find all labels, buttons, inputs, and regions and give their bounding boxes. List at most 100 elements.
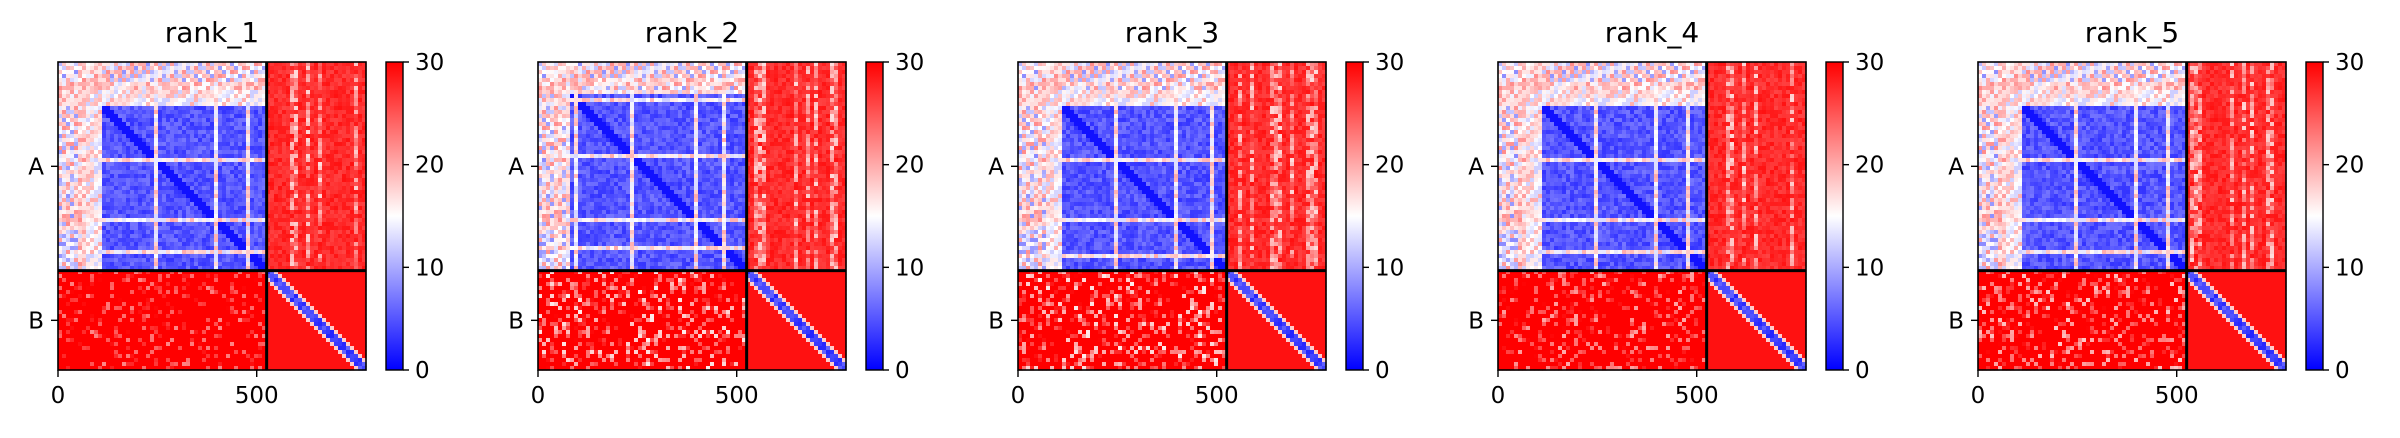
heatmap-cell — [270, 62, 275, 67]
heatmap-cell — [210, 130, 215, 135]
heatmap-cell — [114, 210, 119, 215]
heatmap-cell — [346, 258, 351, 263]
heatmap-cell — [330, 110, 335, 115]
heatmap-cell — [322, 90, 327, 95]
heatmap-cell — [334, 134, 339, 139]
heatmap-cell — [186, 246, 191, 251]
heatmap-cell — [222, 178, 227, 183]
heatmap-cell — [310, 198, 315, 203]
heatmap-cell — [254, 170, 259, 175]
heatmap-cell — [358, 302, 363, 307]
heatmap-cell — [258, 74, 263, 79]
heatmap-cell — [110, 186, 115, 191]
heatmap-cell — [214, 194, 219, 199]
heatmap-cell — [250, 306, 255, 311]
heatmap-cell — [294, 74, 299, 79]
heatmap-cell — [62, 138, 67, 143]
heatmap-cell — [166, 234, 171, 239]
heatmap-cell — [118, 86, 123, 91]
heatmap-cell — [330, 82, 335, 87]
heatmap-cell — [234, 126, 239, 131]
heatmap-cell — [58, 114, 63, 119]
heatmap-cell — [270, 74, 275, 79]
heatmap-cell — [90, 202, 95, 207]
heatmap-cell — [322, 122, 327, 127]
heatmap-cell — [194, 254, 199, 259]
heatmap-cell — [322, 278, 327, 283]
heatmap-cell — [190, 294, 195, 299]
heatmap-cell — [94, 154, 99, 159]
heatmap-cell — [62, 290, 67, 295]
heatmap-cell — [182, 274, 187, 279]
heatmap-cell — [330, 134, 335, 139]
heatmap-cell — [310, 250, 315, 255]
heatmap-cell — [90, 78, 95, 83]
heatmap-cell — [74, 234, 79, 239]
heatmap-cell — [98, 114, 103, 119]
heatmap-cell — [178, 74, 183, 79]
heatmap-cell — [62, 82, 67, 87]
heatmap-cell — [218, 190, 223, 195]
heatmap-cell — [346, 182, 351, 187]
heatmap-cell — [102, 206, 107, 211]
heatmap-cell — [318, 302, 323, 307]
heatmap-cell — [154, 182, 159, 187]
heatmap-cell — [66, 230, 71, 235]
heatmap-cell — [342, 146, 347, 151]
heatmap-cell — [326, 306, 331, 311]
heatmap-cell — [274, 74, 279, 79]
heatmap-cell — [162, 126, 167, 131]
heatmap-cell — [330, 106, 335, 111]
heatmap-cell — [82, 242, 87, 247]
heatmap-cell — [326, 198, 331, 203]
heatmap-cell — [86, 258, 91, 263]
heatmap-cell — [298, 246, 303, 251]
heatmap-cell — [70, 70, 75, 75]
heatmap-cell — [138, 230, 143, 235]
heatmap-cell — [182, 114, 187, 119]
heatmap-cell — [314, 82, 319, 87]
heatmap-cell — [286, 158, 291, 163]
heatmap-cell — [330, 150, 335, 155]
heatmap-cell — [342, 226, 347, 231]
heatmap-cell — [218, 70, 223, 75]
heatmap-cell — [218, 262, 223, 267]
heatmap-cell — [198, 194, 203, 199]
heatmap-cell — [118, 214, 123, 219]
heatmap-cell — [102, 238, 107, 243]
heatmap-cell — [154, 82, 159, 87]
heatmap-cell — [130, 158, 135, 163]
heatmap-cell — [82, 274, 87, 279]
heatmap-cell — [310, 114, 315, 119]
heatmap-cell — [338, 294, 343, 299]
heatmap-cell — [358, 246, 363, 251]
heatmap-cell — [82, 194, 87, 199]
heatmap-cell — [146, 162, 151, 167]
heatmap-cell — [262, 314, 267, 319]
heatmap-cell — [110, 258, 115, 263]
heatmap-cell — [110, 158, 115, 163]
heatmap-cell — [234, 230, 239, 235]
heatmap-cell — [282, 222, 287, 227]
heatmap-cell — [322, 142, 327, 147]
heatmap-cell — [310, 74, 315, 79]
heatmap-cell — [174, 242, 179, 247]
heatmap-cell — [82, 294, 87, 299]
heatmap-cell — [194, 74, 199, 79]
heatmap-cell — [282, 298, 287, 303]
heatmap-cell — [238, 290, 243, 295]
heatmap-cell — [170, 110, 175, 115]
heatmap-cell — [114, 238, 119, 243]
heatmap-cell — [126, 82, 131, 87]
heatmap-cell — [290, 78, 295, 83]
heatmap-cell — [302, 170, 307, 175]
heatmap-cell — [134, 142, 139, 147]
heatmap-cell — [190, 162, 195, 167]
heatmap-cell — [142, 250, 147, 255]
heatmap-cell — [230, 126, 235, 131]
heatmap-cell — [282, 118, 287, 123]
heatmap-cell — [118, 118, 123, 123]
heatmap-cell — [346, 82, 351, 87]
heatmap-cell — [206, 294, 211, 299]
heatmap-cell — [322, 230, 327, 235]
